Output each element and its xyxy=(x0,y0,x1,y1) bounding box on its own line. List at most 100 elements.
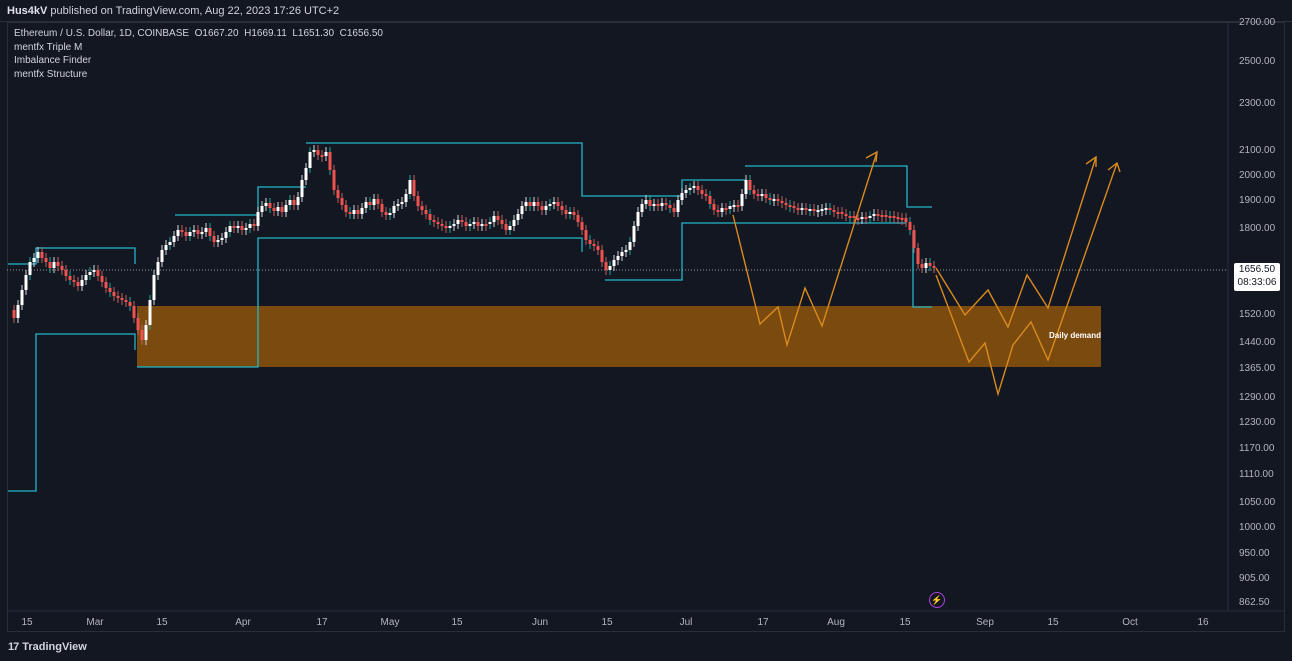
candle-body xyxy=(580,222,584,230)
structure-line xyxy=(912,232,932,308)
price-tick-label: 1520.00 xyxy=(1239,309,1276,320)
candle-body xyxy=(244,228,248,230)
candle-body xyxy=(852,216,856,218)
candle-body xyxy=(704,194,708,196)
candle-body xyxy=(232,226,236,228)
candle-body xyxy=(500,220,504,224)
projection-path xyxy=(935,156,1097,329)
price-tick-label: 2100.00 xyxy=(1239,145,1276,156)
candle-body xyxy=(388,213,392,215)
candle-body xyxy=(240,226,244,230)
candle-body xyxy=(72,280,76,282)
candle-body xyxy=(112,292,116,296)
candle-body xyxy=(544,206,548,210)
projection-arrowhead xyxy=(1107,161,1121,173)
candle-body xyxy=(592,244,596,246)
candle-body xyxy=(600,250,604,262)
candle-body xyxy=(664,203,668,205)
candle-body xyxy=(364,202,368,208)
lightning-icon[interactable]: ⚡ xyxy=(929,592,945,608)
candle-body xyxy=(712,204,716,210)
candle-body xyxy=(276,207,280,211)
candle-body xyxy=(808,209,812,211)
candle-body xyxy=(120,298,124,300)
candle-body xyxy=(312,150,316,152)
candle-body xyxy=(784,203,788,205)
candle-body xyxy=(148,300,152,325)
candle-body xyxy=(672,208,676,212)
candle-body xyxy=(904,218,908,222)
candle-body xyxy=(868,216,872,218)
candle-body xyxy=(80,280,84,286)
candle-body xyxy=(908,222,912,230)
candle-body xyxy=(892,216,896,218)
candle-body xyxy=(644,200,648,204)
candle-body xyxy=(172,236,176,242)
time-tick-label: 15 xyxy=(899,617,911,628)
candle-body xyxy=(772,199,776,201)
candle-body xyxy=(392,206,396,213)
candle-body xyxy=(588,240,592,244)
candle-body xyxy=(628,242,632,250)
candle-body xyxy=(668,205,672,208)
candle-body xyxy=(740,194,744,206)
candle-body xyxy=(484,224,488,226)
structure-line xyxy=(8,333,136,492)
time-tick-label: 17 xyxy=(316,617,328,628)
price-tick-label: 1110.00 xyxy=(1239,469,1274,480)
candle-body xyxy=(216,240,220,242)
time-tick-label: 15 xyxy=(451,617,463,628)
candle-body xyxy=(284,205,288,212)
symbol-name[interactable]: Ethereum / U.S. Dollar, 1D, COINBASE xyxy=(14,28,190,39)
current-price-value: 1656.50 xyxy=(1238,264,1276,275)
candle-body xyxy=(532,202,536,206)
tradingview-logo[interactable]: 17 TradingView xyxy=(8,641,87,653)
price-tick-label: 950.00 xyxy=(1239,548,1270,559)
candle-body xyxy=(32,258,36,262)
candle-body xyxy=(124,300,128,302)
candle-body xyxy=(52,262,56,268)
author-name[interactable]: Hus4kV xyxy=(7,5,48,17)
indicator-structure[interactable]: mentfx Structure xyxy=(14,68,88,80)
candle-body xyxy=(44,258,48,262)
candle-body xyxy=(108,288,112,292)
candle-body xyxy=(560,206,564,210)
time-tick-label: 17 xyxy=(757,617,769,628)
candle-body xyxy=(844,214,848,216)
candle-body xyxy=(36,252,40,258)
structure-line xyxy=(175,186,306,216)
candle-body xyxy=(440,224,444,226)
candle-body xyxy=(164,245,168,250)
indicator-triple-m[interactable]: mentfx Triple M xyxy=(14,41,83,53)
time-tick-label: Sep xyxy=(976,617,994,628)
candle-body xyxy=(928,263,932,266)
candle-body xyxy=(396,204,400,206)
time-tick-label: Jun xyxy=(532,617,548,628)
candle-body xyxy=(136,318,140,330)
candle-body xyxy=(84,275,88,280)
candle-body xyxy=(696,186,700,190)
candle-body xyxy=(304,168,308,180)
chart-area[interactable] xyxy=(7,22,1285,632)
time-tick-label: 15 xyxy=(601,617,613,628)
candle-body xyxy=(684,190,688,193)
candle-body xyxy=(916,248,920,264)
candle-body xyxy=(152,275,156,300)
candle-body xyxy=(652,204,656,206)
candle-body xyxy=(336,190,340,198)
candle-body xyxy=(412,180,416,196)
candle-body xyxy=(788,205,792,207)
candle-body xyxy=(656,204,660,206)
candle-body xyxy=(328,152,332,170)
candle-body xyxy=(520,206,524,214)
candle-body xyxy=(796,208,800,210)
candle-body xyxy=(300,180,304,197)
candle-body xyxy=(408,180,412,194)
candle-body xyxy=(860,217,864,219)
price-tick-label: 1230.00 xyxy=(1239,417,1276,428)
candle-body xyxy=(556,202,560,206)
candle-body xyxy=(40,252,44,258)
projection-path xyxy=(732,151,878,348)
candle-body xyxy=(720,208,724,212)
indicator-imbalance-finder[interactable]: Imbalance Finder xyxy=(14,55,92,67)
